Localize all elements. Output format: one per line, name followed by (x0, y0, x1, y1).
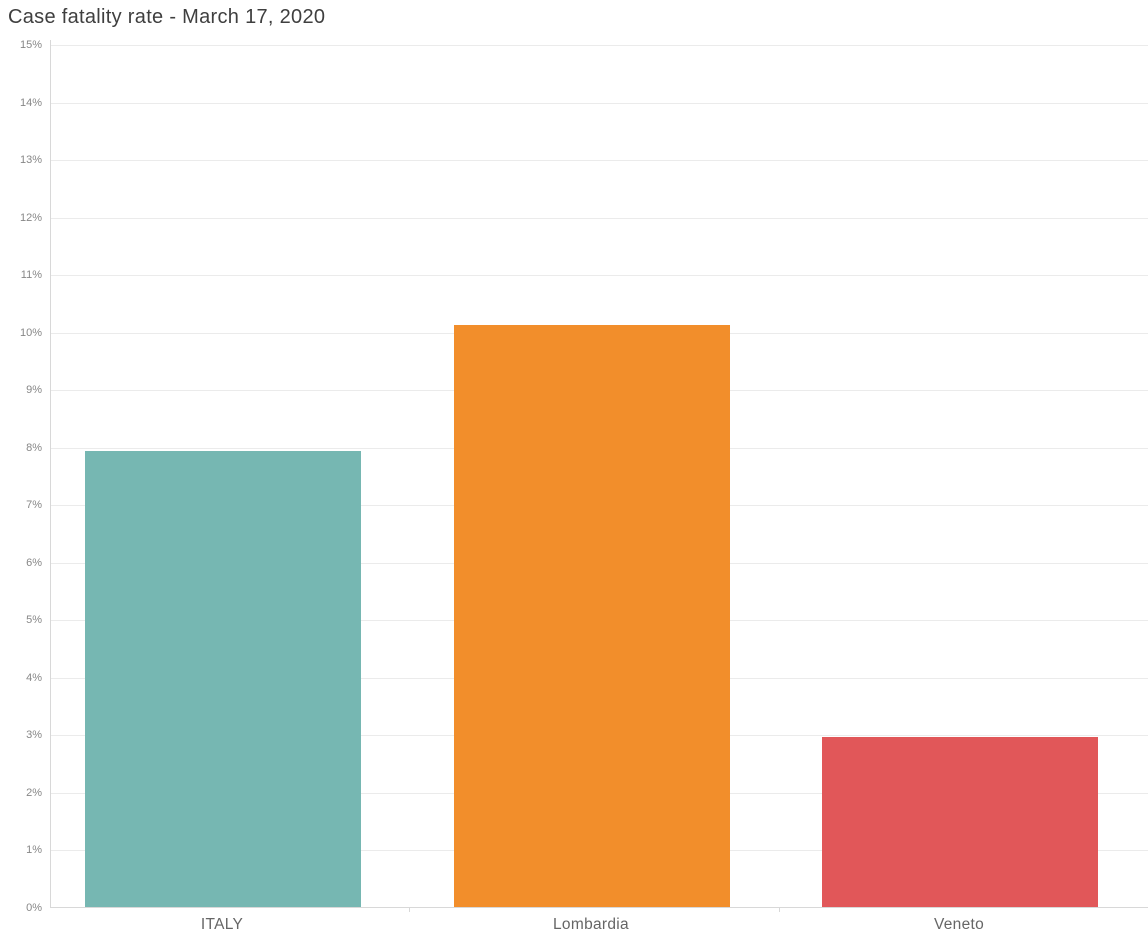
y-tick-label: 6% (26, 556, 42, 569)
x-axis-tick (779, 907, 780, 912)
gridline (51, 102, 1148, 104)
y-tick-label: 7% (26, 499, 42, 512)
gridline (51, 275, 1148, 277)
x-axis-labels: ITALY Lombardia Veneto (50, 916, 1148, 940)
x-axis-tick (409, 907, 410, 912)
y-tick-label: 5% (26, 614, 42, 627)
y-tick-label: 0% (26, 902, 42, 914)
y-tick-label: 15% (19, 39, 42, 51)
y-tick-label: 14% (19, 96, 42, 109)
x-category-label-italy: ITALY (200, 916, 244, 933)
y-tick-label: 4% (26, 671, 42, 684)
x-category-label-lombardia: Lombardia (553, 916, 629, 933)
gridline (51, 45, 1148, 46)
y-tick-label: 10% (19, 326, 42, 339)
chart-title: Case fatality rate - March 17, 2020 (8, 6, 326, 28)
bar-lombardia[interactable] (454, 325, 730, 907)
gridline (51, 217, 1148, 219)
y-tick-label: 11% (20, 269, 42, 282)
y-tick-label: 8% (26, 441, 42, 454)
y-axis-labels: 0% 1% 2% 3% 4% 5% 6% 7% 8% 9% 10% 11% 12% 13% 14% 15% (0, 39, 46, 920)
x-category-label-veneto: Veneto (933, 916, 985, 933)
y-tick-label: 13% (19, 154, 42, 167)
y-tick-label: 3% (26, 729, 42, 742)
plot-area (50, 40, 1148, 912)
bar-veneto[interactable] (822, 737, 1098, 907)
bar-italy[interactable] (85, 451, 361, 907)
y-tick-label: 12% (19, 211, 42, 224)
gridline (51, 160, 1148, 162)
y-tick-label: 1% (26, 844, 42, 857)
y-tick-label: 9% (26, 384, 42, 397)
y-tick-label: 2% (26, 786, 42, 799)
